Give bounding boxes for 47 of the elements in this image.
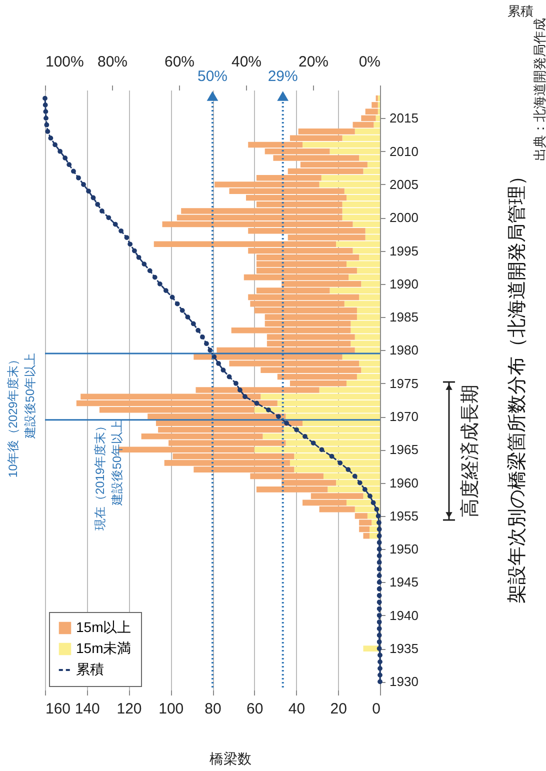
x2-tick-label: 80% xyxy=(97,54,128,70)
text: 高度経済成長期 xyxy=(459,384,481,518)
y-tick-label: 1955 xyxy=(390,508,418,524)
y-tick-label: 2000 xyxy=(390,210,418,226)
y-tick-label: 1975 xyxy=(390,376,418,391)
x2-tick-label: 60% xyxy=(164,54,195,70)
x-tick-label: 20 xyxy=(330,700,347,718)
y-tick-label: 1965 xyxy=(390,442,418,458)
y-tick-label: 1935 xyxy=(390,641,418,656)
x2-axis-title: 累積 xyxy=(508,4,534,18)
y-tick-label: 1990 xyxy=(390,276,418,292)
x2-tick-label: 0% xyxy=(358,54,380,70)
y-tick-label: 2005 xyxy=(390,176,418,192)
x2-tick-label: 100% xyxy=(46,54,84,70)
x-axis-title: 橋梁数 xyxy=(210,750,252,766)
legend-label: 累積 xyxy=(76,661,104,677)
ref-line-label: 50% xyxy=(197,68,228,85)
x-tick-label: 0 xyxy=(372,700,380,718)
y-tick-label: 1950 xyxy=(390,542,418,557)
y-tick-label: 1980 xyxy=(390,342,418,358)
x2-tick-label: 20% xyxy=(298,54,329,70)
annotation: 建設後50年以上 xyxy=(110,420,124,506)
y-tick-label: 1945 xyxy=(390,574,418,590)
y-tick-label: 1930 xyxy=(390,674,418,690)
ref-line-label: 29% xyxy=(268,68,298,85)
y-tick-label: 2010 xyxy=(390,144,418,159)
x-tick-label: 140 xyxy=(74,700,100,718)
y-tick-label: 2015 xyxy=(390,110,418,126)
y-tick-label: 1970 xyxy=(390,409,418,424)
x-tick-label: 80 xyxy=(204,700,222,718)
source-note: 出典：北海道開発局作成 xyxy=(532,18,546,161)
legend-label: 15m以上 xyxy=(76,619,132,635)
y-tick-label: 1960 xyxy=(390,475,418,490)
y-tick-label: 1995 xyxy=(390,243,418,258)
text: 架設年次別の橋梁箇所数分布（北海道開発局管理） xyxy=(506,166,528,604)
y-tick-label: 1940 xyxy=(390,608,418,623)
x-tick-label: 100 xyxy=(158,700,184,718)
x-tick-label: 40 xyxy=(288,700,306,718)
y-tick-label: 1985 xyxy=(390,310,418,325)
text: 建設後50年以上 xyxy=(23,353,37,440)
ref-line-label: 10年後（2029年度末） xyxy=(6,354,20,478)
ref-line-label: 現在（2019年度末） xyxy=(93,420,107,531)
x-tick-label: 160 xyxy=(46,700,71,718)
x2-tick-label: 40% xyxy=(231,54,262,70)
x-tick-label: 60 xyxy=(246,700,264,718)
x-tick-label: 120 xyxy=(116,700,142,718)
legend-label: 15m未満 xyxy=(76,640,132,656)
